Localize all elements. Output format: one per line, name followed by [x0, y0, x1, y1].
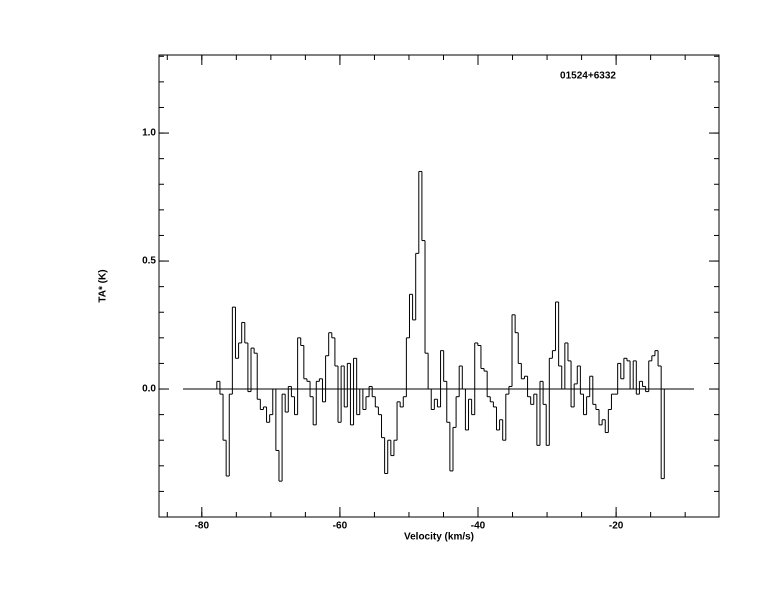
- y-tick-label: 1.0: [142, 128, 156, 139]
- x-tick-label: -60: [333, 521, 348, 532]
- y-tick-label: 0.0: [142, 384, 156, 395]
- x-tick-label: -80: [195, 521, 210, 532]
- annotation: 01524+6332: [560, 71, 616, 82]
- x-axis-label: Velocity (km/s): [404, 532, 474, 543]
- x-tick-label: -20: [609, 521, 624, 532]
- plot-frame: [158, 54, 720, 518]
- y-axis-label: TA* (K): [98, 269, 109, 302]
- step-connector: [216, 171, 665, 482]
- y-tick-label: 0.5: [142, 256, 156, 267]
- x-tick-label: -40: [471, 521, 486, 532]
